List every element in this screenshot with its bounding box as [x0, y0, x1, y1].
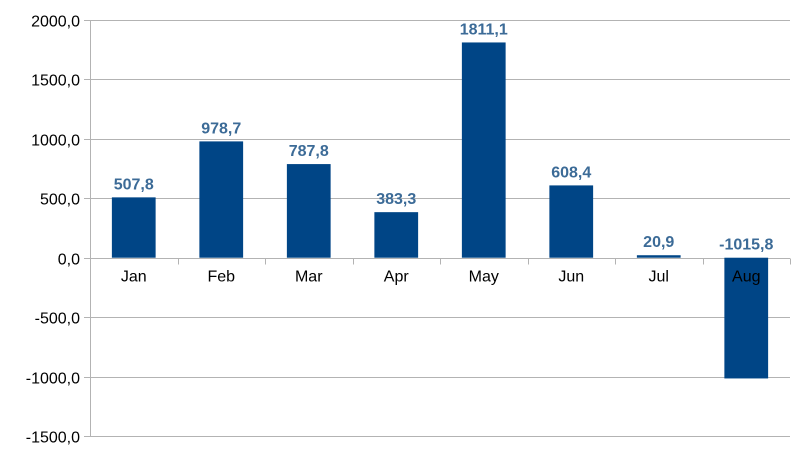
grid-lines [84, 20, 790, 437]
bar-jan [111, 197, 156, 258]
x-axis-category-labels: Jan Feb Mar Apr May Jun Jul Aug [121, 269, 761, 286]
y-tick-label: -500,0 [35, 311, 80, 328]
x-tick-label: Jul [649, 269, 669, 286]
data-label: -1015,8 [719, 237, 773, 254]
data-label: 20,9 [643, 234, 674, 251]
data-label: 978,7 [201, 120, 241, 137]
y-tick-label: 1000,0 [31, 133, 80, 150]
x-tick-label: Aug [732, 269, 760, 286]
bar-mar [286, 164, 331, 258]
y-tick-label: 0,0 [58, 252, 80, 269]
y-tick-label: -1500,0 [26, 430, 80, 447]
y-tick-label: -1000,0 [26, 371, 80, 388]
x-tick-label: Jun [558, 269, 584, 286]
y-tick-label: 500,0 [40, 192, 80, 209]
x-tick-label: May [469, 269, 499, 286]
bars [111, 42, 769, 379]
data-label: 787,8 [289, 143, 329, 160]
data-label: 608,4 [551, 164, 591, 181]
bar-jun [549, 185, 594, 258]
bar-feb [199, 141, 244, 258]
data-label: 507,8 [114, 176, 154, 193]
axes [90, 20, 791, 436]
y-axis-tick-labels: 2000,0 1500,0 1000,0 500,0 0,0 -500,0 -1000,0 -… [26, 14, 80, 447]
bar-aug [724, 257, 769, 379]
bar-apr [374, 212, 419, 258]
y-tick-label: 2000,0 [31, 14, 80, 31]
data-label: 383,3 [376, 191, 416, 208]
x-tick-label: Feb [207, 269, 235, 286]
y-tick-label: 1500,0 [31, 73, 80, 90]
data-labels: 507,8 978,7 787,8 383,3 1811,1 608,4 20,9 -1015… [114, 21, 774, 253]
bar-jul [636, 255, 681, 258]
x-tick-label: Jan [121, 269, 147, 286]
data-label: 1811,1 [460, 21, 508, 38]
x-tick-label: Mar [295, 269, 323, 286]
bar-may [461, 42, 506, 258]
x-tick-label: Apr [384, 269, 410, 286]
